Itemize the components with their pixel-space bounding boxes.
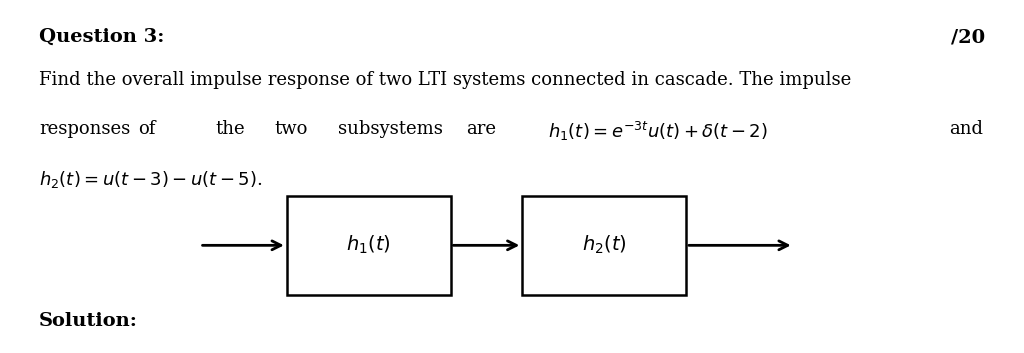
Text: and: and	[949, 120, 983, 138]
Text: $h_2(t) = u(t-3) - u(t-5)$.: $h_2(t) = u(t-3) - u(t-5)$.	[39, 169, 262, 190]
Text: $h_1(t) = e^{-3t}u(t) + \delta(t-2)$: $h_1(t) = e^{-3t}u(t) + \delta(t-2)$	[548, 120, 768, 143]
FancyBboxPatch shape	[522, 196, 686, 295]
Text: $h_1(t)$: $h_1(t)$	[346, 234, 391, 257]
Text: subsystems: subsystems	[338, 120, 442, 138]
Text: are: are	[466, 120, 496, 138]
Text: two: two	[274, 120, 308, 138]
Text: $h_2(t)$: $h_2(t)$	[582, 234, 627, 257]
Text: Solution:: Solution:	[39, 312, 138, 330]
Text: /20: /20	[951, 28, 985, 46]
Text: responses: responses	[39, 120, 130, 138]
Text: the: the	[215, 120, 245, 138]
Text: Question 3:: Question 3:	[39, 28, 164, 46]
Text: Find the overall impulse response of two LTI systems connected in cascade. The i: Find the overall impulse response of two…	[39, 71, 851, 89]
Text: of: of	[138, 120, 156, 138]
FancyBboxPatch shape	[287, 196, 451, 295]
